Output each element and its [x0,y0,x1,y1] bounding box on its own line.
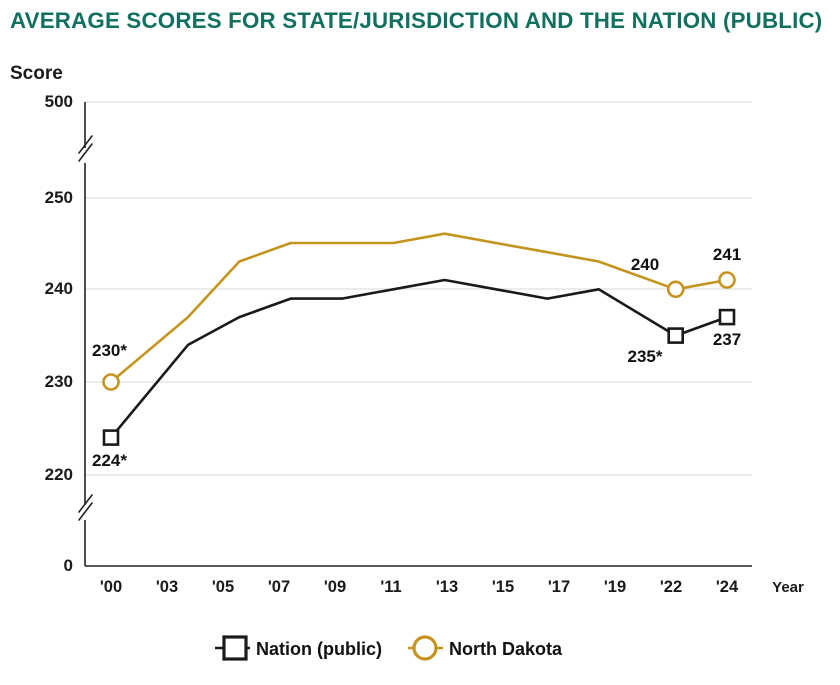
svg-text:'17: '17 [548,578,570,596]
svg-text:0: 0 [64,556,73,575]
svg-text:Score: Score [10,63,63,84]
svg-text:'09: '09 [324,578,346,596]
svg-text:'07: '07 [268,578,290,596]
svg-text:250: 250 [45,188,73,207]
svg-text:Nation (public): Nation (public) [256,639,382,659]
svg-text:500: 500 [45,92,73,111]
svg-text:230: 230 [45,372,73,391]
svg-text:240: 240 [45,279,73,298]
svg-text:240: 240 [631,255,659,274]
svg-text:'05: '05 [212,578,234,596]
svg-text:'13: '13 [436,578,458,596]
svg-text:'00: '00 [100,578,122,596]
svg-text:'15: '15 [492,578,514,596]
svg-text:Year: Year [772,579,804,596]
svg-text:'11: '11 [380,578,401,596]
svg-text:'22: '22 [660,578,682,596]
svg-text:241: 241 [713,245,741,264]
svg-text:220: 220 [45,465,73,484]
svg-text:224*: 224* [92,451,127,470]
svg-text:'19: '19 [604,578,626,596]
svg-text:237: 237 [713,330,741,349]
svg-text:235*: 235* [628,347,663,366]
svg-text:'03: '03 [156,578,178,596]
svg-text:230*: 230* [92,341,127,360]
svg-text:North Dakota: North Dakota [449,639,563,659]
svg-text:'24: '24 [716,578,739,596]
